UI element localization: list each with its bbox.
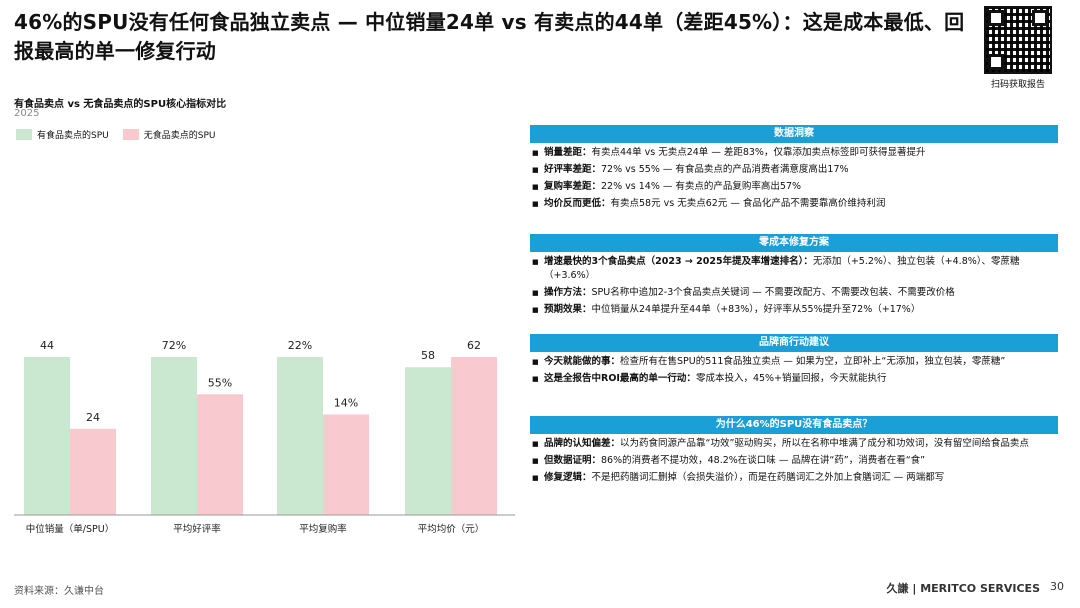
data-label: 24 [86,411,100,424]
panel-header: 数据洞察 [530,125,1058,143]
item-text: 检查所有在售SPU的511食品独立卖点 — 如果为空，立即补上“无添加，独立包装… [620,356,1006,367]
data-label: 72% [162,339,186,352]
item-bold: 增速最快的3个食品卖点（2023 → 2025年提及率增速排名）： [544,256,813,267]
data-label: 14% [334,396,358,409]
list-item: 品牌的认知偏差：以为药食同源产品靠“功效”驱动购买，所以在名称中堆满了成分和功效… [532,437,1058,451]
panel-header: 品牌商行动建议 [530,334,1058,352]
item-text: SPU名称中追加2-3个食品卖点关键词 — 不需要改配方、不需要改包装、不需要改… [591,287,955,298]
page-number: 30 [1050,580,1064,593]
bar [405,367,451,515]
item-bold: 修复逻辑： [544,472,592,483]
chart-year: 2025 [14,108,40,119]
list-item: 销量差距：有卖点44单 vs 无卖点24单 — 差距83%，仅靠添加卖点标签即可… [532,146,1058,160]
item-bold: 这是全报告中ROI最高的单一行动： [544,373,696,384]
brand-logo: 久謙 | MERITCO SERVICES [886,582,1040,595]
data-label: 22% [288,339,312,352]
list-item: 但数据证明：86%的消费者不提功效，48.2%在谈口味 — 品牌在讲“药”，消费… [532,454,1058,468]
bar [24,357,70,515]
x-tick-label: 平均复购率 [299,523,347,535]
data-label: 55% [208,376,232,389]
legend-item-with-selling-point: 有食品卖点的SPU [16,128,109,141]
item-text: 不是把药膳词汇删掉（会损失溢价），而是在药膳词汇之外加上食膳词汇 — 两端都写 [591,472,945,483]
panel-header: 为什么46%的SPU没有食品卖点？ [530,416,1058,434]
item-bold: 复购率差距： [544,181,602,192]
x-tick-label: 平均均价（元） [418,523,485,535]
item-text: 零成本投入，45%+销量回报，今天就能执行 [695,373,887,384]
item-text: 有卖点44单 vs 无卖点24单 — 差距83%，仅靠添加卖点标签即可获得显著提… [591,147,926,158]
panel-zero-cost-fix: 零成本修复方案 增速最快的3个食品卖点（2023 → 2025年提及率增速排名）… [530,234,1058,320]
item-bold: 但数据证明： [544,455,602,466]
item-text: 以为药食同源产品靠“功效”驱动购买，所以在名称中堆满了成分和功效词，没有留空间给… [620,438,1029,449]
item-text: 无添加（+5.2%）、独立包装（+4.8%）、零蔗糖（+3.6%） [544,256,1020,281]
data-label: 62 [467,339,481,352]
legend-label: 无食品卖点的SPU [143,131,216,141]
item-bold: 销量差距： [544,147,592,158]
qr-code-image [984,6,1052,74]
legend-swatch-green [16,129,32,140]
bar [151,357,197,515]
panel-brand-action: 品牌商行动建议 今天就能做的事：检查所有在售SPU的511食品独立卖点 — 如果… [530,334,1058,389]
item-bold: 预期效果： [544,304,592,315]
list-item: 今天就能做的事：检查所有在售SPU的511食品独立卖点 — 如果为空，立即补上“… [532,355,1058,369]
list-item: 好评率差距：72% vs 55% — 有食品卖点的产品消费者满意度高出17% [532,163,1058,177]
chart-subtitle: 有食品卖点 vs 无食品卖点的SPU核心指标对比 [14,99,227,110]
list-item: 预期效果：中位销量从24单提升至44单（+83%），好评率从55%提升至72%（… [532,303,1058,317]
bar [323,414,369,515]
item-bold: 今天就能做的事： [544,356,621,367]
panel-list: 增速最快的3个食品卖点（2023 → 2025年提及率增速排名）：无添加（+5.… [530,255,1058,317]
qr-label: 扫码获取报告 [990,80,1045,90]
list-item: 修复逻辑：不是把药膳词汇删掉（会损失溢价），而是在药膳词汇之外加上食膳词汇 — … [532,471,1058,485]
item-text: 有卖点58元 vs 无卖点62元 — 食品化产品不需要靠高价维持利润 [610,198,886,209]
legend-swatch-pink [122,129,139,140]
bar [451,357,497,515]
bar-chart: 44 24 中位销量（单/SPU） 72% 55% 平均好评率 22% 14% 平均复购率 58 6… [14,339,515,535]
item-bold: 均价反而更低： [544,198,611,209]
data-label: 58 [421,349,435,362]
list-item: 均价反而更低：有卖点58元 vs 无卖点62元 — 食品化产品不需要靠高价维持利… [532,197,1058,211]
panel-list: 今天就能做的事：检查所有在售SPU的511食品独立卖点 — 如果为空，立即补上“… [530,355,1058,386]
panel-list: 品牌的认知偏差：以为药食同源产品靠“功效”驱动购买，所以在名称中堆满了成分和功效… [530,437,1058,485]
legend-label: 有食品卖点的SPU [37,131,109,141]
bar [70,428,116,515]
panel-header: 零成本修复方案 [530,234,1058,252]
item-text: 22% vs 14% — 有卖点的产品复购率高出57% [601,181,802,192]
data-label: 44 [40,339,54,352]
list-item: 增速最快的3个食品卖点（2023 → 2025年提及率增速排名）：无添加（+5.… [532,255,1058,283]
item-text: 中位销量从24单提升至44单（+83%），好评率从55%提升至72%（+17%） [591,304,921,315]
x-tick-label: 中位销量（单/SPU） [26,523,114,535]
item-bold: 品牌的认知偏差： [544,438,621,449]
legend-item-without-selling-point: 无食品卖点的SPU [122,128,216,141]
panel-why-missing: 为什么46%的SPU没有食品卖点？ 品牌的认知偏差：以为药食同源产品靠“功效”驱… [530,416,1058,488]
bar [277,357,323,515]
panel-data-insight: 数据洞察 销量差距：有卖点44单 vs 无卖点24单 — 差距83%，仅靠添加卖… [530,125,1058,214]
panel-list: 销量差距：有卖点44单 vs 无卖点24单 — 差距83%，仅靠添加卖点标签即可… [530,146,1058,211]
item-text: 86%的消费者不提功效，48.2%在谈口味 — 品牌在讲“药”，消费者在看“食” [601,455,926,466]
item-bold: 好评率差距： [544,164,602,175]
list-item: 复购率差距：22% vs 14% — 有卖点的产品复购率高出57% [532,180,1058,194]
list-item: 这是全报告中ROI最高的单一行动：零成本投入，45%+销量回报，今天就能执行 [532,372,1058,386]
chart-legend: 有食品卖点的SPU 无食品卖点的SPU [16,128,215,141]
x-tick-label: 平均好评率 [173,523,221,535]
item-text: 72% vs 55% — 有食品卖点的产品消费者满意度高出17% [601,164,849,175]
source-note: 资料来源：久谦中台 [14,586,104,597]
page-title: 46%的SPU没有任何食品独立卖点 — 中位销量24单 vs 有卖点的44单（差… [14,10,965,63]
list-item: 操作方法：SPU名称中追加2-3个食品卖点关键词 — 不需要改配方、不需要改包装… [532,286,1058,300]
bar [197,394,243,515]
qr-code[interactable]: 扫码获取报告 [984,6,1052,90]
item-bold: 操作方法： [544,287,592,298]
